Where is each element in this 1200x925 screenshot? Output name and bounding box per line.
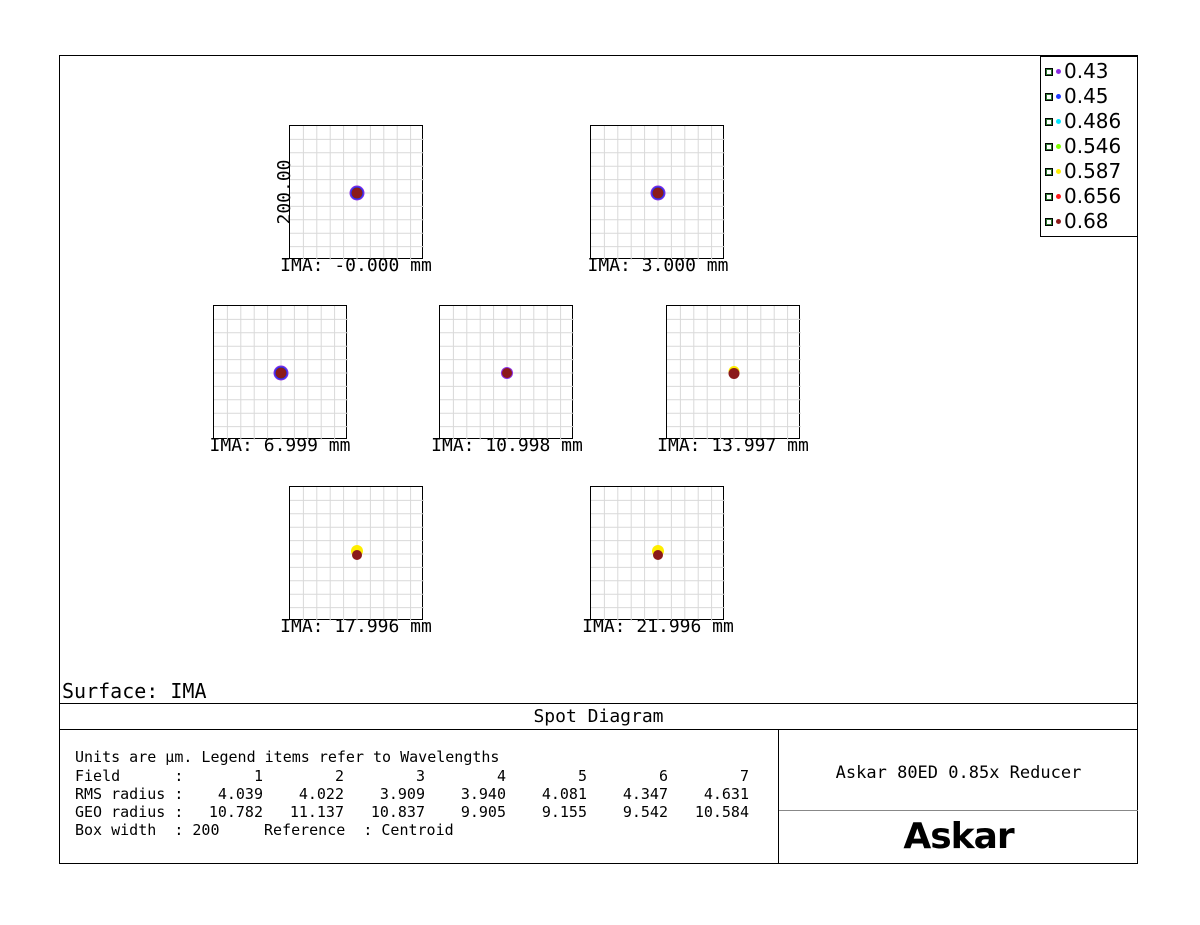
dot-icon: [1056, 219, 1061, 224]
dot-icon: [1056, 169, 1061, 174]
checkbox-icon: [1045, 167, 1053, 176]
dot-icon: [1056, 194, 1061, 199]
table-cell: 3.909: [379, 785, 425, 803]
spot-grid: [591, 126, 725, 260]
table-cell: 10.837: [370, 803, 425, 821]
divider: [779, 810, 1138, 811]
table-cell: 4.081: [541, 785, 587, 803]
spot-grid: [290, 487, 424, 621]
spot-diagram-field-7: [590, 486, 725, 621]
box-scale-label: 200.00: [274, 159, 295, 225]
plot-frame: [59, 55, 1138, 864]
field-label-5: IMA: 13.997 mm: [657, 435, 809, 456]
spot-grid: [214, 306, 348, 440]
checkbox-icon: [1045, 67, 1053, 76]
table-cell: 4: [496, 767, 506, 785]
field-row: Field : 1 2 3 4 5 6 7: [75, 767, 765, 785]
legend-item: 0.68: [1045, 209, 1109, 234]
units-note: Units are µm. Legend items refer to Wave…: [75, 748, 500, 766]
legend-item: 0.546: [1045, 134, 1121, 159]
legend-label: 0.486: [1064, 109, 1122, 133]
field-label-4: IMA: 10.998 mm: [431, 435, 583, 456]
spot-core: [352, 550, 362, 560]
legend-item: 0.43: [1045, 59, 1109, 84]
reference-label: Reference : Centroid: [264, 821, 454, 839]
dot-icon: [1056, 119, 1061, 124]
legend-label: 0.68: [1064, 209, 1109, 233]
table-cell: 2: [334, 767, 344, 785]
table-cell: 4.347: [622, 785, 668, 803]
table-cell: 9.905: [460, 803, 506, 821]
dot-icon: [1056, 69, 1061, 74]
table-cell: 4.039: [217, 785, 263, 803]
lens-name: Askar 80ED 0.85x Reducer: [835, 763, 1082, 783]
surface-label: Surface: IMA: [62, 679, 207, 703]
table-cell: 4.022: [298, 785, 344, 803]
box-width-row: Box width : 200 Reference : Centroid: [75, 821, 765, 839]
spot-diagram-field-1: [289, 125, 424, 260]
stats-panel: Units are µm. Legend items refer to Wave…: [59, 730, 779, 864]
table-cell: 5: [577, 767, 587, 785]
field-label-2: IMA: 3.000 mm: [587, 255, 729, 276]
table-cell: 10.584: [694, 803, 749, 821]
spot-core: [728, 368, 740, 379]
title-bar: Spot Diagram: [59, 703, 1138, 730]
checkbox-icon: [1045, 117, 1053, 126]
brand-logo: Askar: [903, 816, 1014, 857]
dot-icon: [1056, 94, 1061, 99]
spot-diagram-field-3: [213, 305, 348, 440]
spot-diagram-field-5: [666, 305, 801, 440]
legend-item: 0.656: [1045, 184, 1121, 209]
legend-label: 0.43: [1064, 59, 1109, 83]
rms-row: RMS radius : 4.039 4.022 3.909 3.940 4.0…: [75, 785, 765, 803]
field-label-6: IMA: 17.996 mm: [280, 616, 432, 637]
row-label: RMS radius :: [75, 785, 184, 803]
checkbox-icon: [1045, 217, 1053, 226]
legend-label: 0.587: [1064, 159, 1122, 183]
table-cell: 9.155: [541, 803, 587, 821]
spot-grid: [667, 306, 801, 440]
legend-item: 0.587: [1045, 159, 1121, 184]
spot-core: [653, 550, 663, 560]
spot-diagram-field-4: [439, 305, 574, 440]
dot-icon: [1056, 144, 1061, 149]
box-width-label: Box width : 200: [75, 821, 220, 839]
legend-item: 0.486: [1045, 109, 1121, 134]
spot-grid: [290, 126, 424, 260]
table-cell: 6: [658, 767, 668, 785]
field-label-1: IMA: -0.000 mm: [280, 255, 432, 276]
wavelength-legend: 0.43 0.45 0.486 0.546 0.587 0.656 0.68: [1040, 56, 1138, 237]
table-cell: 3.940: [460, 785, 506, 803]
spot-grid: [440, 306, 574, 440]
field-label-3: IMA: 6.999 mm: [209, 435, 351, 456]
table-cell: 4.631: [703, 785, 749, 803]
spot-grid: [591, 487, 725, 621]
table-cell: 9.542: [622, 803, 668, 821]
legend-item: 0.45: [1045, 84, 1109, 109]
spot-core: [502, 368, 512, 378]
legend-label: 0.546: [1064, 134, 1122, 158]
spot-core: [275, 367, 287, 379]
spot-diagram-field-2: [590, 125, 725, 260]
spot-core: [652, 187, 664, 199]
table-cell: 11.137: [289, 803, 344, 821]
legend-label: 0.656: [1064, 184, 1122, 208]
checkbox-icon: [1045, 142, 1053, 151]
row-label: GEO radius :: [75, 803, 184, 821]
checkbox-icon: [1045, 92, 1053, 101]
spot-diagram-field-6: [289, 486, 424, 621]
row-label: Field :: [75, 767, 184, 785]
table-cell: 3: [415, 767, 425, 785]
legend-label: 0.45: [1064, 84, 1109, 108]
spot-core: [351, 187, 363, 199]
checkbox-icon: [1045, 192, 1053, 201]
plot-title: Spot Diagram: [533, 706, 664, 727]
field-label-7: IMA: 21.996 mm: [582, 616, 734, 637]
geo-row: GEO radius : 10.782 11.137 10.837 9.905 …: [75, 803, 765, 821]
table-cell: 7: [739, 767, 749, 785]
table-cell: 1: [253, 767, 263, 785]
lens-info-panel: Askar 80ED 0.85x Reducer Askar: [779, 730, 1138, 864]
table-cell: 10.782: [208, 803, 263, 821]
